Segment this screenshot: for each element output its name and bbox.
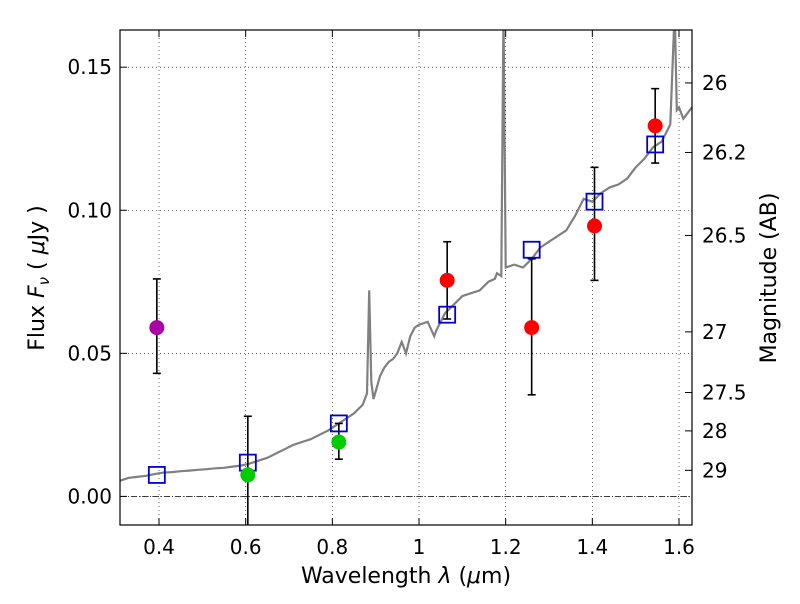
model-photometry-markers xyxy=(147,135,665,484)
magnitude-tick-label: 26.5 xyxy=(702,223,747,247)
magnitude-tick-label: 26.2 xyxy=(702,140,747,164)
observed-point xyxy=(439,272,455,288)
magnitude-axis-label: Magnitude (AB) xyxy=(757,193,782,364)
x-axis-label: Wavelength λ (μm) xyxy=(301,564,511,589)
magnitude-tick-label: 29 xyxy=(702,458,727,482)
model-photometry-square xyxy=(646,135,665,154)
observed-point xyxy=(331,434,347,450)
magnitude-tick-label: 27.5 xyxy=(702,381,747,405)
magnitude-axis: 26 26.2 26.5 27 27.5 28 29 xyxy=(685,71,747,482)
x-tick-label: 0.6 xyxy=(230,535,262,559)
model-photometry-square xyxy=(438,305,457,324)
model-photometry-square xyxy=(585,192,604,211)
magnitude-tick-label: 26 xyxy=(702,71,727,95)
x-axis: 0.4 0.6 0.8 1 1.2 1.4 1.6 xyxy=(143,30,695,559)
model-photometry-square xyxy=(329,414,348,433)
x-tick-label: 0.4 xyxy=(143,535,175,559)
observed-point xyxy=(587,218,602,234)
model-spectrum-line xyxy=(120,30,692,482)
observed-point xyxy=(149,320,165,336)
observed-point xyxy=(524,320,540,336)
y-tick-label: 0.05 xyxy=(67,341,112,365)
y-tick-label: 0.00 xyxy=(67,484,112,508)
x-tick-label: 1.4 xyxy=(576,535,608,559)
y-tick-label: 0.10 xyxy=(67,198,112,222)
x-tick-label: 0.8 xyxy=(316,535,348,559)
y-axis: 0.00 0.05 0.10 0.15 xyxy=(67,55,127,508)
model-photometry-square xyxy=(147,466,166,484)
x-tick-label: 1.6 xyxy=(663,535,695,559)
observed-point xyxy=(240,467,256,483)
observed-point xyxy=(647,118,663,134)
plot-frame xyxy=(119,29,693,526)
magnitude-tick-label: 27 xyxy=(702,320,727,344)
observed-markers xyxy=(149,118,663,483)
model-photometry-square xyxy=(522,240,541,259)
plot-area xyxy=(120,30,692,525)
x-tick-label: 1.2 xyxy=(490,535,522,559)
x-tick-label: 1 xyxy=(413,535,426,559)
y-axis-label: Flux Fν ( μJy ) xyxy=(25,205,53,350)
magnitude-tick-label: 28 xyxy=(702,419,727,443)
y-tick-label: 0.15 xyxy=(67,55,112,79)
